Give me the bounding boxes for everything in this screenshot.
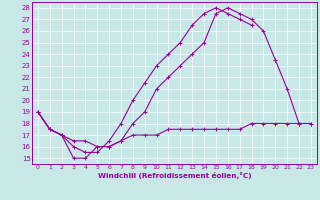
X-axis label: Windchill (Refroidissement éolien,°C): Windchill (Refroidissement éolien,°C) xyxy=(98,172,251,179)
